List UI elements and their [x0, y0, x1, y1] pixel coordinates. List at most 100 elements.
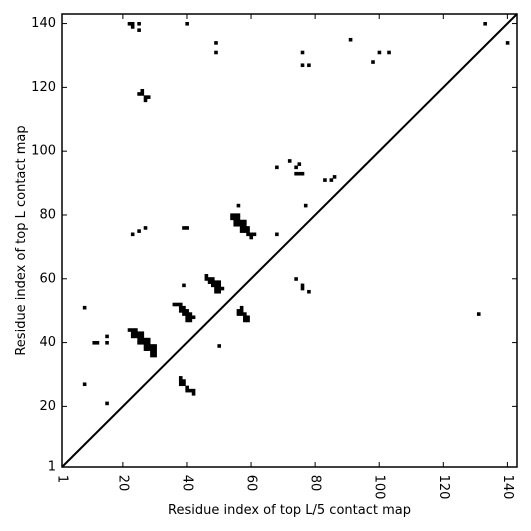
contact-point [143, 226, 148, 230]
contact-point [214, 283, 218, 288]
contact-point [182, 312, 186, 316]
contact-point [220, 286, 225, 291]
x-tick-label: 20 [115, 475, 130, 492]
x-tick-label: 40 [179, 475, 194, 492]
contact-point [217, 289, 221, 294]
contact-point [105, 401, 109, 406]
x-tick-label: 120 [436, 475, 451, 500]
contact-point [294, 171, 298, 176]
contact-point [178, 309, 183, 313]
contact-point [143, 340, 148, 345]
contact-point [239, 229, 244, 233]
contact-point [182, 283, 186, 288]
contact-point [140, 92, 145, 96]
contact-point [233, 216, 238, 221]
contact-point [204, 277, 209, 281]
contact-point [143, 337, 148, 342]
contact-point [130, 232, 135, 237]
contact-point [243, 219, 247, 224]
contact-points [82, 21, 510, 406]
contact-point [130, 328, 135, 332]
contact-point [105, 334, 109, 339]
contact-point [243, 226, 247, 230]
contact-point [214, 41, 218, 45]
contact-point [185, 315, 189, 320]
contact-point [153, 353, 157, 358]
contact-point [143, 98, 148, 103]
contact-point [137, 331, 141, 336]
contact-point [300, 50, 305, 55]
contact-point [146, 344, 151, 348]
contact-point [505, 41, 510, 45]
contact-point [239, 305, 244, 310]
contact-point [146, 347, 151, 351]
contact-point [182, 309, 186, 313]
contact-point [303, 203, 308, 208]
contact-point [236, 203, 241, 208]
contact-point [172, 302, 177, 307]
contact-point [182, 379, 186, 383]
contact-point [188, 315, 193, 320]
contact-point [211, 277, 215, 281]
contact-point [182, 226, 186, 230]
y-tick-label: 20 [39, 399, 56, 414]
x-axis-title: Residue index of top L/5 contact map [168, 503, 411, 518]
contact-point [140, 340, 145, 345]
contact-point [294, 165, 298, 170]
contact-point [239, 222, 244, 227]
contact-point [294, 277, 298, 281]
contact-point [137, 340, 141, 345]
contact-point [150, 353, 154, 358]
contact-point [182, 305, 186, 310]
contact-point [182, 382, 186, 387]
y-tick-label: 40 [39, 335, 56, 350]
contact-point [476, 312, 481, 316]
contact-point [150, 350, 154, 355]
contact-point [246, 232, 250, 237]
y-axis-title: Residue index of top L contact map [14, 125, 29, 355]
contact-point [217, 283, 221, 288]
contact-point [134, 331, 138, 336]
contact-point [246, 229, 250, 233]
contact-point [300, 63, 305, 68]
contact-point [130, 25, 135, 29]
contact-point [249, 232, 254, 237]
contact-point [143, 95, 148, 99]
y-tick-label: 120 [31, 80, 56, 95]
contact-point [246, 315, 250, 320]
contact-point [243, 315, 247, 320]
x-axis-ticks: 1 20 40 60 80 100 120 140 [55, 14, 515, 499]
contact-point [233, 213, 238, 217]
contact-point [236, 222, 241, 227]
diagonal-line [61, 13, 518, 468]
contact-point [140, 88, 145, 93]
contact-point [236, 216, 241, 221]
contact-point [211, 283, 215, 288]
contact-point [329, 178, 334, 182]
contact-point [137, 92, 141, 96]
contact-point [191, 392, 196, 396]
contact-point [191, 315, 196, 320]
contact-point [185, 318, 189, 323]
contact-point [246, 318, 250, 323]
contact-point [130, 21, 135, 26]
contact-point [178, 305, 183, 310]
contact-point [153, 344, 157, 348]
contact-point [134, 334, 138, 339]
contact-point [134, 328, 138, 332]
contact-point [252, 232, 257, 237]
contact-point [249, 235, 254, 240]
contact-point [323, 178, 327, 182]
contact-point [230, 216, 234, 221]
contact-point [307, 63, 311, 68]
contact-point [217, 344, 221, 348]
contact-point [140, 337, 145, 342]
contact-point [377, 50, 382, 55]
x-tick-label: 60 [244, 475, 259, 492]
y-tick-label: 60 [39, 271, 56, 286]
contact-point [483, 21, 487, 26]
y-tick-label: 140 [31, 16, 56, 31]
contact-point [214, 280, 218, 284]
contact-point [217, 280, 221, 284]
contact-point [150, 344, 154, 348]
